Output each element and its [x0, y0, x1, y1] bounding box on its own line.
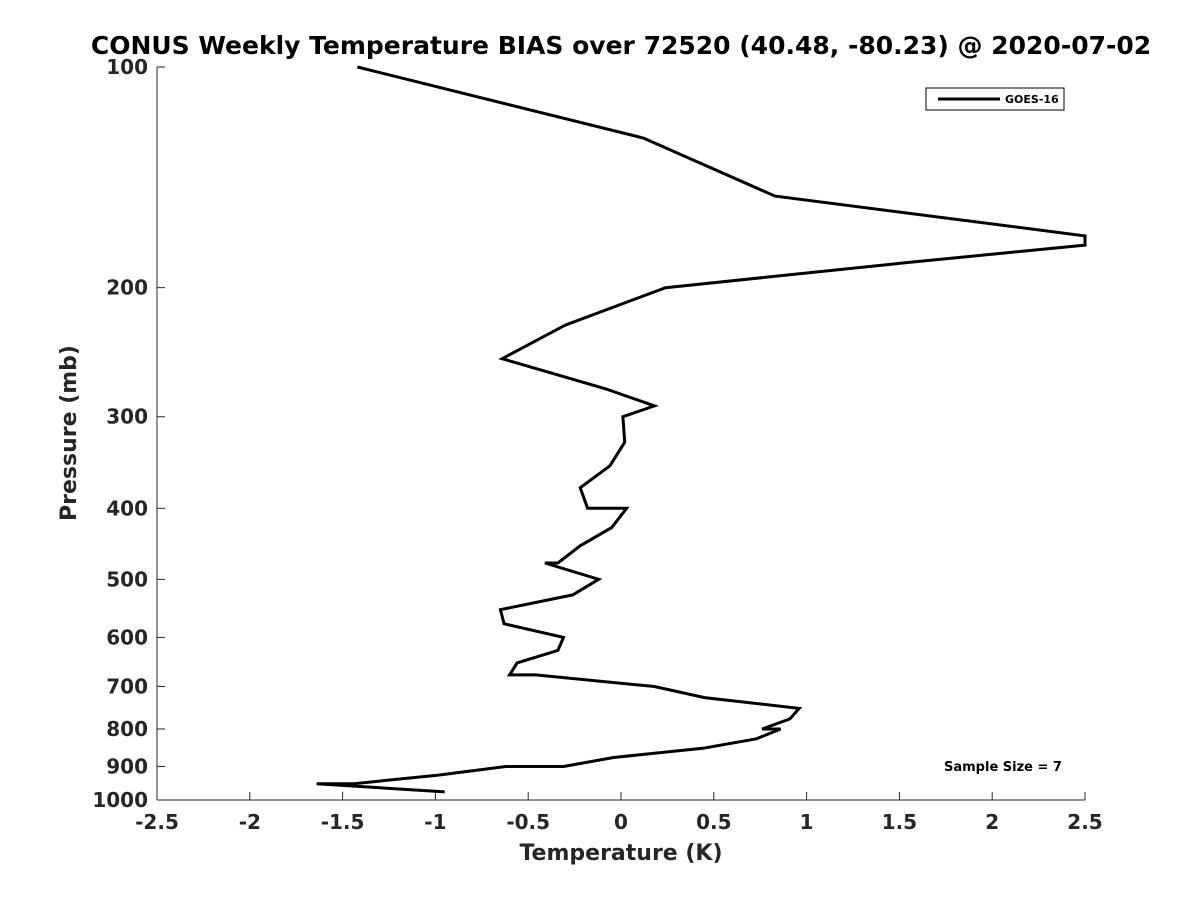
x-tick-label: -0.5: [506, 810, 550, 834]
sample-size-annotation: Sample Size = 7: [944, 760, 1062, 775]
x-tick-label: -1: [424, 810, 446, 834]
plot-area: -2.5 -2 -1.5 -1 -0.5 0 0.5 1 1.5 2 2.5 100 200 300 40…: [92, 55, 1102, 834]
y-tick-label: 700: [106, 674, 148, 698]
x-tick-label: -2: [239, 810, 261, 834]
y-tick-label: 900: [106, 754, 148, 778]
x-tick-label: 0: [614, 810, 628, 834]
series-layer: [316, 65, 1087, 794]
y-axis-label: Pressure (mb): [57, 345, 82, 521]
x-tick-label: -1.5: [321, 810, 365, 834]
y-tick-label: 300: [106, 405, 148, 429]
legend-label-goes-16: GOES-16: [1005, 93, 1059, 106]
y-tick-label: 100: [106, 55, 148, 79]
y-tick-label: 400: [106, 496, 148, 520]
y-tick-label: 200: [106, 276, 148, 300]
legend: GOES-16: [925, 87, 1065, 111]
x-tick-label: 2: [985, 810, 999, 834]
y-ticks: 100 200 300 400 500 600 700 800 900 1000: [92, 55, 165, 812]
x-tick-label: 1: [800, 810, 814, 834]
series-line-goes-16: [316, 65, 1087, 794]
x-axis-label: Temperature (K): [519, 841, 722, 866]
x-tick-label: 1.5: [882, 810, 917, 834]
x-tick-label: 0.5: [696, 810, 731, 834]
y-tick-label: 500: [106, 567, 148, 591]
x-ticks: -2.5 -2 -1.5 -1 -0.5 0 0.5 1 1.5 2 2.5: [135, 792, 1103, 834]
y-tick-label: 600: [106, 625, 148, 649]
y-tick-label: 800: [106, 717, 148, 741]
chart-title: CONUS Weekly Temperature BIAS over 72520…: [91, 31, 1151, 60]
x-tick-label: 2.5: [1067, 810, 1102, 834]
y-tick-label: 1000: [92, 788, 148, 812]
x-tick-label: -2.5: [135, 810, 179, 834]
